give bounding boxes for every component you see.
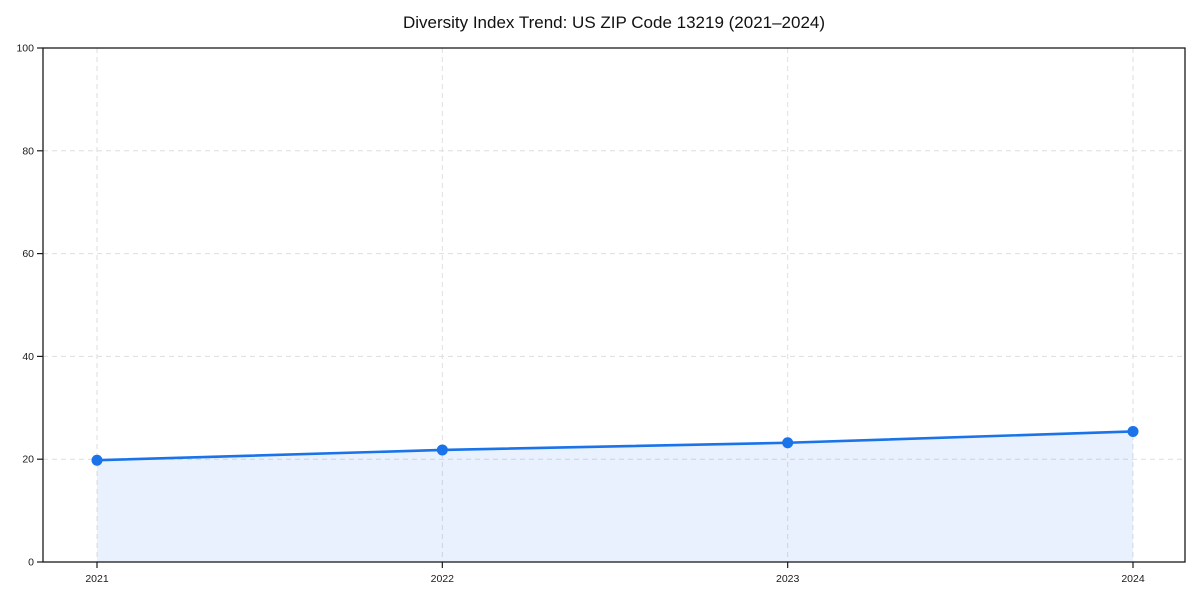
y-tick-label: 0 — [28, 557, 34, 569]
x-tick-label: 2021 — [85, 573, 109, 585]
trend-line — [95, 430, 1135, 462]
data-point-2024 — [1127, 425, 1139, 437]
data-point-2023 — [782, 437, 794, 449]
y-tick-label: 40 — [22, 351, 34, 363]
data-point-2022 — [436, 444, 448, 456]
data-point-2021 — [91, 454, 103, 466]
x-tick-label: 2024 — [1121, 573, 1145, 585]
chart-title: Diversity Index Trend: US ZIP Code 13219… — [402, 13, 826, 32]
y-tick-label: 80 — [22, 145, 34, 157]
y-tick-label: 20 — [22, 454, 34, 466]
y-tick-label: 60 — [22, 248, 34, 260]
y-tick-label: 100 — [16, 43, 34, 55]
plot-border — [42, 47, 1186, 563]
area-fill — [97, 431, 1133, 562]
x-tick-label: 2022 — [431, 573, 455, 585]
x-tick-label: 2023 — [776, 573, 800, 585]
